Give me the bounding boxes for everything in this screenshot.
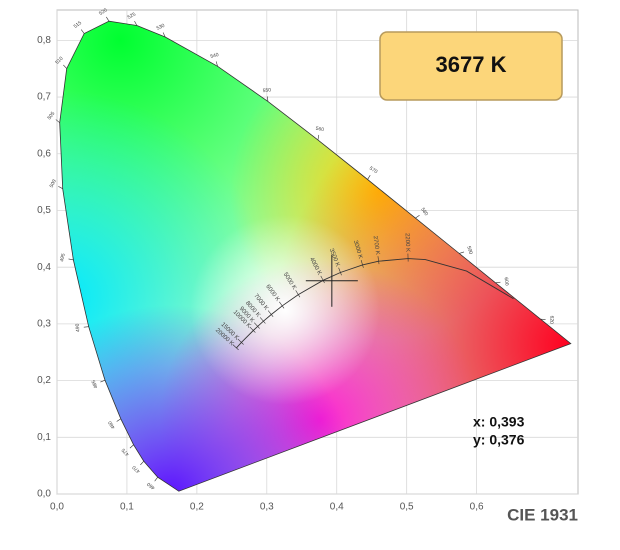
wavelength-label: 580 — [419, 207, 429, 217]
wavelength-label: 530 — [156, 23, 166, 32]
wavelength-tick — [162, 32, 166, 38]
y-tick-label: 0,4 — [37, 262, 51, 273]
x-tick-label: 0,5 — [400, 502, 414, 513]
wavelength-label: 550 — [262, 87, 271, 94]
y-tick-label: 0,5 — [37, 205, 51, 216]
wavelength-tick — [215, 61, 218, 67]
wavelength-label: 520 — [98, 7, 108, 17]
y-tick-label: 0,1 — [37, 432, 51, 443]
wavelength-label: 620 — [548, 315, 554, 324]
x-tick-label: 0,2 — [190, 502, 204, 513]
cct-tick — [377, 256, 380, 265]
chart-title: CIE 1931 — [507, 505, 578, 524]
wavelength-label: 560 — [315, 126, 324, 133]
wavelength-tick — [367, 175, 371, 180]
wavelength-tick — [129, 444, 134, 449]
wavelength-tick — [68, 258, 74, 261]
wavelength-tick — [106, 16, 110, 22]
x-tick-label: 0,6 — [470, 502, 484, 513]
x-tick-label: 0,4 — [330, 502, 344, 513]
cct-tick — [338, 267, 342, 276]
y-tick-label: 0,7 — [37, 92, 51, 103]
wavelength-tick — [415, 214, 420, 219]
wavelength-label: 460 — [146, 481, 156, 491]
cct-tick — [320, 275, 325, 284]
wavelength-label: 505 — [46, 111, 56, 121]
wavelength-tick — [459, 251, 465, 254]
wavelength-label: 570 — [368, 166, 378, 176]
y-tick-label: 0,8 — [37, 35, 51, 46]
cct-tick — [267, 310, 274, 317]
wavelength-tick — [495, 281, 501, 284]
cct-badge — [379, 31, 563, 101]
y-tick-label: 0,2 — [37, 375, 51, 386]
wavelength-label: 490 — [75, 323, 82, 332]
cct-tick — [360, 259, 364, 268]
cct-tick — [279, 301, 285, 309]
wavelength-tick — [58, 186, 63, 189]
wavelength-label: 485 — [91, 379, 100, 389]
wavelength-tick — [116, 418, 122, 422]
wavelength-label: 495 — [59, 253, 67, 263]
wavelength-tick — [80, 29, 85, 34]
wavelength-label: 515 — [73, 20, 83, 30]
wavelength-label: 590 — [465, 245, 473, 255]
wavelength-label: 525 — [127, 11, 137, 20]
cct-label: 3000 K — [352, 240, 363, 260]
cct-label: 2700 K — [372, 236, 381, 256]
wavelength-label: 470 — [131, 464, 141, 474]
cct-tick — [232, 344, 239, 351]
wavelength-label: 540 — [210, 52, 220, 60]
wavelength-tick — [134, 20, 138, 26]
wavelength-label: 500 — [49, 178, 58, 188]
x-tick-label: 0,3 — [260, 502, 274, 513]
wavelength-tick — [55, 119, 60, 123]
cct-tick — [237, 338, 244, 345]
wavelength-label: 600 — [503, 277, 510, 286]
x-tick-label: 0,0 — [50, 502, 64, 513]
wavelength-tick — [140, 461, 145, 466]
cct-tick — [295, 290, 301, 298]
wavelength-label: 475 — [121, 447, 131, 457]
cct-tick — [259, 317, 266, 324]
y-tick-label: 0,6 — [37, 148, 51, 159]
y-readout: y: 0,376 — [473, 432, 525, 448]
cct-label: 2200 K — [404, 233, 411, 252]
wavelength-tick — [100, 379, 106, 383]
wavelength-tick — [154, 476, 158, 482]
cct-tick — [249, 326, 256, 333]
wavelength-label: 510 — [54, 56, 64, 66]
y-tick-label: 0,3 — [37, 319, 51, 330]
wavelength-tick — [317, 134, 320, 140]
x-tick-label: 0,1 — [120, 502, 134, 513]
cct-tick — [254, 322, 260, 329]
y-tick-label: 0,0 — [37, 489, 51, 500]
wavelength-label: 480 — [107, 419, 117, 429]
cct-value: 3677 K — [436, 52, 507, 77]
wavelength-tick — [63, 64, 67, 69]
x-readout: x: 0,393 — [473, 414, 525, 430]
planckian-locus — [236, 258, 514, 349]
